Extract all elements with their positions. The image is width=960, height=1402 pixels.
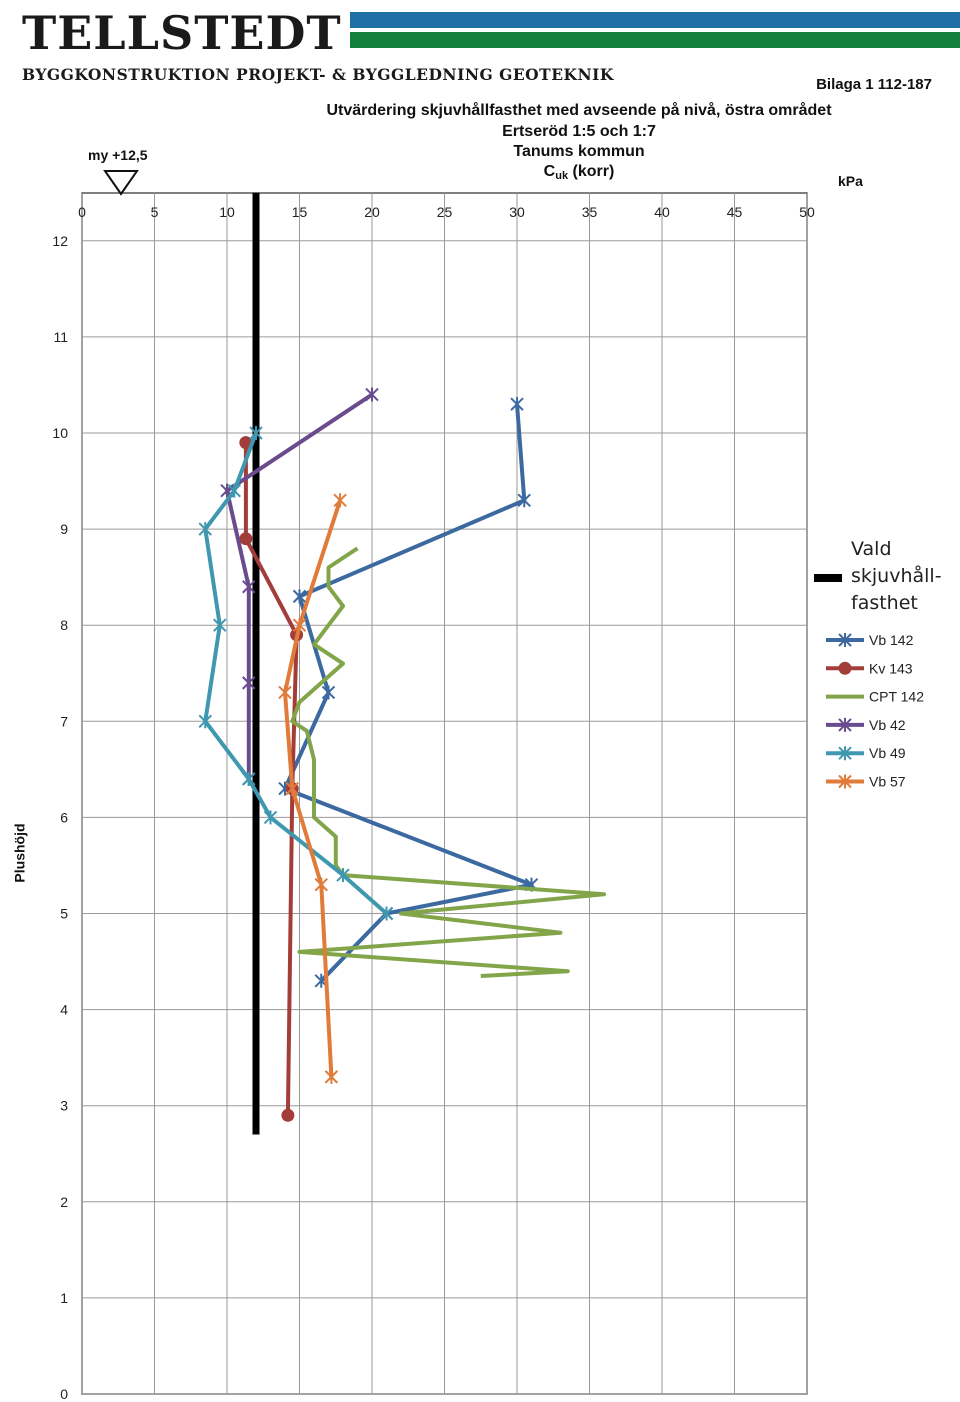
x-tick-label: 0	[78, 204, 86, 220]
data-point-vb-142	[321, 685, 336, 700]
legend-marker-vb-57	[838, 774, 852, 789]
data-point-vb-57	[285, 781, 299, 796]
data-point-vb-57	[324, 1069, 339, 1084]
y-tick-label: 6	[60, 809, 68, 825]
company-tagline: BYGGKONSTRUKTION PROJEKT- & BYGGLEDNING …	[22, 65, 614, 84]
x-tick-label: 40	[654, 204, 670, 220]
data-point-vb-49	[198, 714, 212, 729]
legend-marker-vb-42	[838, 717, 852, 732]
company-logo: TELLSTEDT	[22, 6, 342, 60]
legend-marker-vb-142	[838, 633, 852, 647]
legend-label-kv-143: Kv 143	[869, 660, 913, 676]
legend-chosen-label: fasthet	[851, 592, 918, 614]
data-point-vb-49	[227, 483, 241, 498]
chart-subtitle-property: Ertseröd 1:5 och 1:7	[502, 123, 656, 140]
data-point-vb-49	[213, 618, 227, 633]
legend-chosen-label: Vald	[851, 538, 892, 560]
data-point-vb-49	[336, 868, 350, 883]
legend-label-vb-49: Vb 49	[869, 745, 906, 761]
y-tick-label: 1	[60, 1290, 68, 1306]
series-line-vb-57	[283, 499, 343, 1078]
data-point-kv-143	[239, 532, 253, 546]
data-point-kv-143	[281, 1108, 295, 1122]
legend-label-vb-57: Vb 57	[869, 774, 906, 790]
data-point-vb-57	[292, 618, 307, 633]
legend-chosen-swatch	[814, 574, 842, 582]
chart-title: Utvärdering skjuvhållfasthet med avseend…	[326, 102, 832, 119]
x-tick-label: 10	[219, 204, 235, 220]
header-stripe-green	[350, 32, 960, 48]
x-tick-label: 50	[799, 204, 815, 220]
quantity-subscript: uk	[555, 170, 569, 182]
x-tick-label: 30	[509, 204, 525, 220]
legend-chosen-label: skjuvhåll-	[851, 564, 942, 587]
y-tick-label: 9	[60, 521, 68, 537]
y-tick-label: 11	[53, 329, 68, 345]
x-tick-label: 35	[582, 204, 598, 220]
legend-label-cpt-142: CPT 142	[869, 689, 924, 705]
attachment-label: Bilaga 1 112-187	[816, 76, 932, 93]
legend-marker-vb-49	[838, 746, 852, 761]
y-tick-label: 8	[60, 617, 68, 633]
data-point-vb-57	[333, 493, 347, 508]
y-tick-label: 12	[52, 233, 68, 249]
x-unit-label: kPa	[838, 173, 863, 189]
x-tick-label: 15	[292, 204, 308, 220]
y-tick-label: 3	[60, 1098, 68, 1114]
water-level-label: my +12,5	[88, 147, 148, 163]
y-tick-label: 5	[60, 906, 68, 922]
water-level-triangle	[103, 170, 139, 196]
y-tick-label: 10	[52, 425, 68, 441]
chart-subtitle-municipality: Tanums kommun	[513, 143, 645, 160]
data-point-vb-142	[292, 589, 307, 604]
y-tick-label: 7	[60, 713, 68, 729]
series-line-cpt-142	[290, 546, 606, 978]
x-tick-label: 45	[727, 204, 743, 220]
chart-quantity-label: Cuk (korr)	[0, 163, 960, 182]
data-point-vb-42	[242, 675, 256, 690]
quantity-main: C	[543, 163, 556, 180]
x-tick-label: 5	[151, 204, 159, 220]
legend-label-vb-42: Vb 42	[869, 717, 906, 733]
data-point-vb-57	[278, 685, 292, 700]
legend-label-vb-142: Vb 142	[869, 632, 914, 648]
y-tick-label: 2	[60, 1194, 68, 1210]
quantity-suffix: (korr)	[568, 163, 615, 180]
data-point-vb-142	[517, 493, 531, 508]
data-point-vb-42	[365, 387, 379, 402]
data-point-vb-49	[379, 906, 394, 921]
header-stripe-blue	[350, 12, 960, 28]
y-tick-label: 4	[60, 1002, 68, 1018]
data-point-vb-142	[510, 397, 524, 412]
x-tick-label: 25	[437, 204, 453, 220]
data-point-vb-49	[249, 426, 263, 440]
legend-marker-kv-143	[838, 661, 852, 675]
series-line-vb-142	[283, 404, 534, 983]
data-point-vb-42	[242, 579, 256, 594]
data-point-vb-49	[198, 522, 212, 537]
x-tick-label: 20	[364, 204, 380, 220]
data-point-vb-57	[314, 877, 328, 892]
data-point-vb-49	[242, 771, 256, 786]
y-tick-label: 0	[60, 1386, 68, 1402]
data-point-vb-49	[263, 810, 278, 825]
